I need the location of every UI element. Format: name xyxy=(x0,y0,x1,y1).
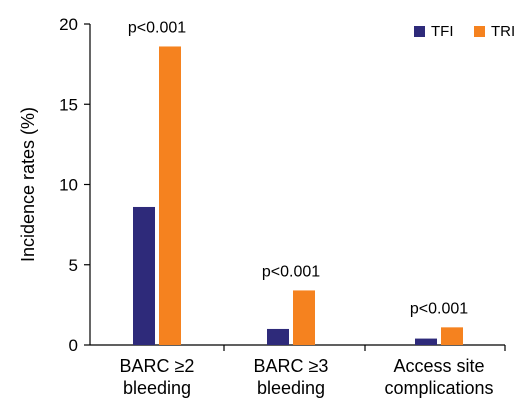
y-tick-label: 10 xyxy=(59,176,78,195)
legend: TFI TRI xyxy=(414,23,515,40)
x-tick-label-line: BARC ≥2 xyxy=(120,356,195,376)
bar-tfi-0 xyxy=(133,206,155,345)
bar-tri-0 xyxy=(159,46,181,345)
y-tick-label: 15 xyxy=(59,95,78,114)
legend-label-tfi: TFI xyxy=(431,23,454,40)
x-tick-label-line: bleeding xyxy=(123,378,191,398)
x-tick-label-line: complications xyxy=(384,378,493,398)
legend-label-tri: TRI xyxy=(491,23,515,40)
p-value-annotation: p<0.001 xyxy=(410,300,468,317)
bar-tri-1 xyxy=(293,290,315,345)
p-value-annotation: p<0.001 xyxy=(128,19,186,36)
bar-tri-2 xyxy=(441,327,463,345)
y-tick-label: 0 xyxy=(69,336,78,355)
x-tick-label: BARC ≥2 bleeding xyxy=(120,356,195,398)
bar-tfi-1 xyxy=(267,328,289,345)
x-tick-label: Access site complications xyxy=(384,356,493,398)
bars xyxy=(133,46,463,345)
y-tick-label: 20 xyxy=(59,15,78,34)
bar-tfi-2 xyxy=(415,338,437,345)
legend-swatch-tfi xyxy=(414,26,425,37)
y-axis-title: Incidence rates (%) xyxy=(18,107,38,262)
legend-swatch-tri xyxy=(474,26,485,37)
y-tick-label: 5 xyxy=(69,256,78,275)
x-tick-label: BARC ≥3 bleeding xyxy=(254,356,329,398)
x-tick-label-line: BARC ≥3 xyxy=(254,356,329,376)
x-tick-label-line: bleeding xyxy=(257,378,325,398)
x-tick-label-line: Access site xyxy=(393,356,484,376)
p-value-annotation: p<0.001 xyxy=(262,263,320,280)
